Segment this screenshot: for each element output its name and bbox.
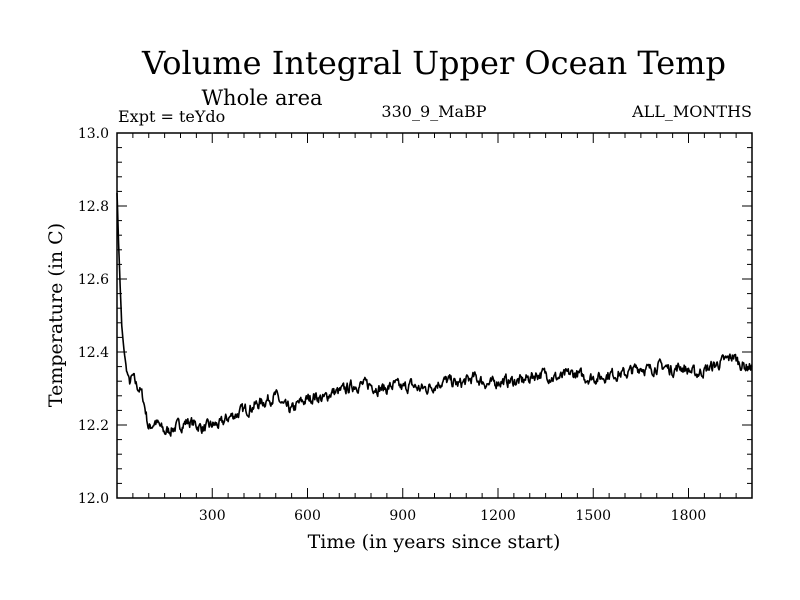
x-tick-label: 600 — [294, 508, 321, 524]
y-tick-label: 13.0 — [78, 126, 109, 142]
x-tick-label: 1800 — [671, 508, 707, 524]
x-tick-label: 1500 — [575, 508, 611, 524]
run-id-label: 330_9_MaBP — [381, 102, 486, 121]
plot-frame — [116, 132, 753, 499]
y-axis-label: Temperature (in C) — [45, 223, 67, 407]
y-tick-label: 12.6 — [78, 272, 109, 288]
chart-subtitle: Whole area — [201, 86, 322, 110]
y-tick-label: 12.0 — [78, 491, 109, 507]
series-line — [116, 192, 753, 437]
x-tick-labels: 300 600 900 1200 1500 1800 — [199, 508, 706, 524]
axis-ticks — [117, 133, 752, 498]
period-label: ALL_MONTHS — [631, 102, 752, 121]
chart-title: Volume Integral Upper Ocean Temp — [141, 44, 726, 82]
y-tick-labels: 12.0 12.2 12.4 12.6 12.8 13.0 — [78, 126, 109, 507]
experiment-label: Expt = teYdo — [118, 107, 225, 126]
x-tick-label: 900 — [389, 508, 416, 524]
x-axis-label: Time (in years since start) — [308, 531, 561, 553]
y-tick-label: 12.2 — [78, 418, 109, 434]
y-tick-label: 12.4 — [78, 345, 109, 361]
x-tick-label: 300 — [199, 508, 226, 524]
x-tick-label: 1200 — [480, 508, 516, 524]
y-tick-label: 12.8 — [78, 199, 109, 215]
